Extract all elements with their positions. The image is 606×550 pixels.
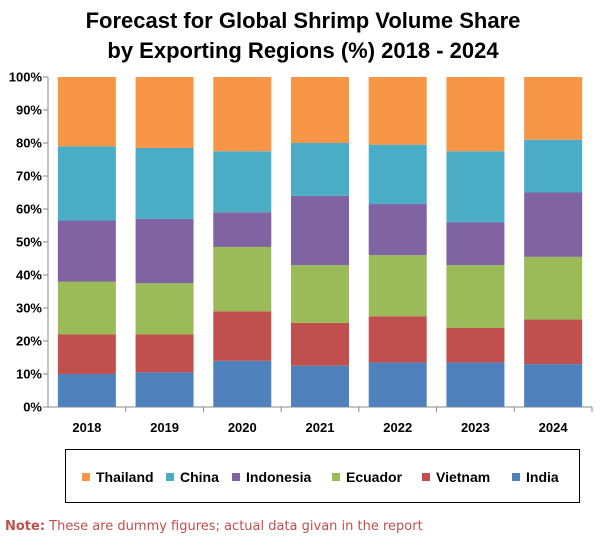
legend-item-thailand: Thailand — [82, 469, 154, 485]
bar-segment-india-2023 — [446, 362, 505, 407]
bar-segment-vietnam-2022 — [368, 316, 427, 363]
bar-segment-ecuador-2024 — [524, 256, 583, 320]
x-tick-label: 2021 — [306, 420, 335, 435]
legend-label: Ecuador — [346, 469, 403, 485]
legend-label: China — [180, 469, 219, 485]
bar-segment-indonesia-2022 — [368, 204, 427, 256]
legend-item-ecuador: Ecuador — [332, 469, 402, 485]
bar-segment-thailand-2021 — [291, 77, 349, 143]
y-tick-label: 20% — [16, 334, 42, 349]
bar-segment-china-2022 — [368, 144, 427, 205]
legend-swatch — [82, 473, 90, 481]
bar-segment-vietnam-2019 — [135, 334, 194, 373]
bar-segment-ecuador-2019 — [135, 283, 194, 335]
bar-segment-vietnam-2021 — [291, 322, 349, 366]
legend-swatch — [166, 473, 174, 481]
y-tick-label: 80% — [16, 136, 42, 151]
bar-segment-indonesia-2020 — [213, 212, 272, 247]
y-tick-label: 90% — [16, 103, 42, 118]
y-tick-label: 30% — [16, 301, 42, 316]
bar-segment-ecuador-2023 — [446, 265, 505, 328]
bar-segment-indonesia-2023 — [446, 222, 505, 266]
y-tick-label: 50% — [16, 235, 42, 250]
y-tick-label: 100% — [9, 70, 43, 85]
bar-segment-thailand-2024 — [524, 77, 583, 140]
x-tick-label: 2018 — [72, 420, 101, 435]
x-tick-label: 2024 — [539, 420, 569, 435]
legend-item-india: India — [512, 469, 559, 485]
legend-item-indonesia: Indonesia — [232, 469, 311, 485]
legend-item-china: China — [166, 469, 219, 485]
bar-segment-india-2024 — [524, 364, 583, 407]
legend-swatch — [422, 473, 430, 481]
legend-label: Indonesia — [246, 469, 312, 485]
bar-segment-india-2021 — [291, 365, 349, 407]
x-tick-label: 2023 — [461, 420, 490, 435]
y-tick-label: 60% — [16, 202, 42, 217]
bar-segment-indonesia-2021 — [291, 195, 349, 266]
legend-swatch — [232, 473, 240, 481]
footnote-label: Note: — [5, 519, 46, 534]
chart-title-line-1: Forecast for Global Shrimp Volume Share — [85, 8, 521, 33]
bar-segment-thailand-2018 — [57, 77, 116, 147]
legend-label: India — [526, 469, 559, 485]
bar-segment-ecuador-2018 — [57, 281, 116, 335]
legend-item-vietnam: Vietnam — [422, 469, 490, 485]
bar-segment-china-2019 — [135, 147, 194, 219]
stacked-bar-chart: 0% 10% 20% 30% 40% 50% 60% 70% 80% 90% 100% 2018 201… — [9, 70, 593, 435]
bar-segment-vietnam-2024 — [524, 319, 583, 365]
bar-segment-china-2021 — [291, 143, 349, 196]
y-tick-label: 40% — [16, 268, 42, 283]
y-tick-label: 70% — [16, 169, 42, 184]
bar-segment-thailand-2020 — [213, 77, 272, 152]
chart-title-line-2: by Exporting Regions (%) 2018 - 2024 — [107, 38, 499, 63]
bar-segment-india-2020 — [213, 360, 272, 407]
bar-segment-indonesia-2019 — [135, 218, 194, 284]
legend-swatch — [512, 473, 520, 481]
bar-segment-china-2023 — [446, 151, 505, 223]
bar-segment-indonesia-2018 — [57, 220, 116, 282]
y-tick-label: 0% — [23, 400, 42, 415]
bar-segment-thailand-2023 — [446, 77, 505, 152]
x-tick-label: 2019 — [150, 420, 179, 435]
legend-label: Vietnam — [436, 469, 491, 485]
chart-title: Forecast for Global Shrimp Volume Share … — [0, 6, 606, 66]
bar-segment-ecuador-2020 — [213, 246, 272, 312]
bar-segment-thailand-2022 — [368, 77, 427, 145]
chart-legend: Thailand China Indonesia Ecuador Vietnam Indi… — [65, 449, 580, 503]
x-tick-label: 2022 — [383, 420, 412, 435]
bar-segment-china-2018 — [57, 146, 116, 221]
footnote-text: These are dummy figures; actual data giv… — [45, 519, 423, 534]
bar-segment-vietnam-2020 — [213, 311, 272, 361]
bar-segment-vietnam-2023 — [446, 327, 505, 363]
bar-segment-thailand-2019 — [135, 77, 194, 148]
bar-segment-india-2018 — [57, 374, 116, 407]
y-tick-label: 10% — [16, 367, 42, 382]
footnote: Note: These are dummy figures; actual da… — [5, 519, 423, 534]
bar-segment-india-2019 — [135, 372, 194, 407]
bar-segment-china-2024 — [524, 139, 583, 193]
legend-label: Thailand — [96, 469, 154, 485]
x-tick-label: 2020 — [228, 420, 257, 435]
bar-segment-ecuador-2022 — [368, 255, 427, 317]
bar-segment-vietnam-2018 — [57, 334, 116, 374]
bar-segment-india-2022 — [368, 362, 427, 407]
legend-swatch — [332, 473, 340, 481]
bar-segment-indonesia-2024 — [524, 192, 583, 257]
bar-segment-china-2020 — [213, 151, 272, 213]
bar-segment-ecuador-2021 — [291, 265, 349, 323]
